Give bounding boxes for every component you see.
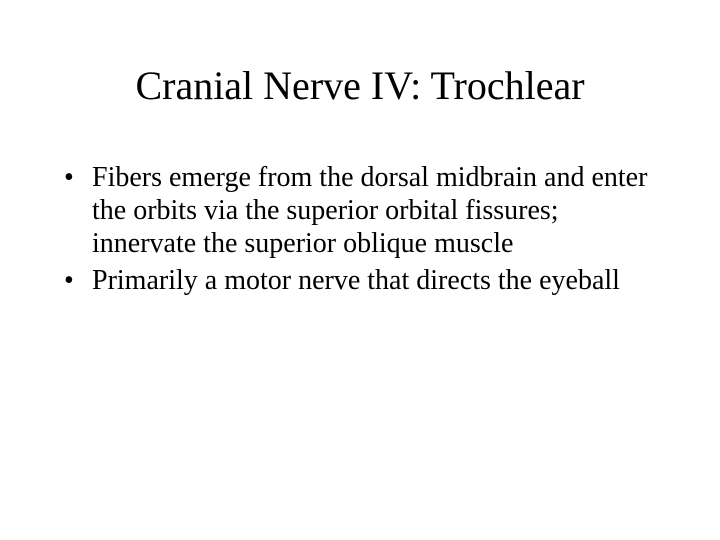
list-item: Primarily a motor nerve that directs the… [56,264,664,297]
slide: Cranial Nerve IV: Trochlear Fibers emerg… [0,0,720,540]
slide-body: Fibers emerge from the dorsal midbrain a… [0,109,720,297]
list-item: Fibers emerge from the dorsal midbrain a… [56,161,664,260]
bullet-list: Fibers emerge from the dorsal midbrain a… [56,161,664,297]
slide-title: Cranial Nerve IV: Trochlear [0,0,720,109]
